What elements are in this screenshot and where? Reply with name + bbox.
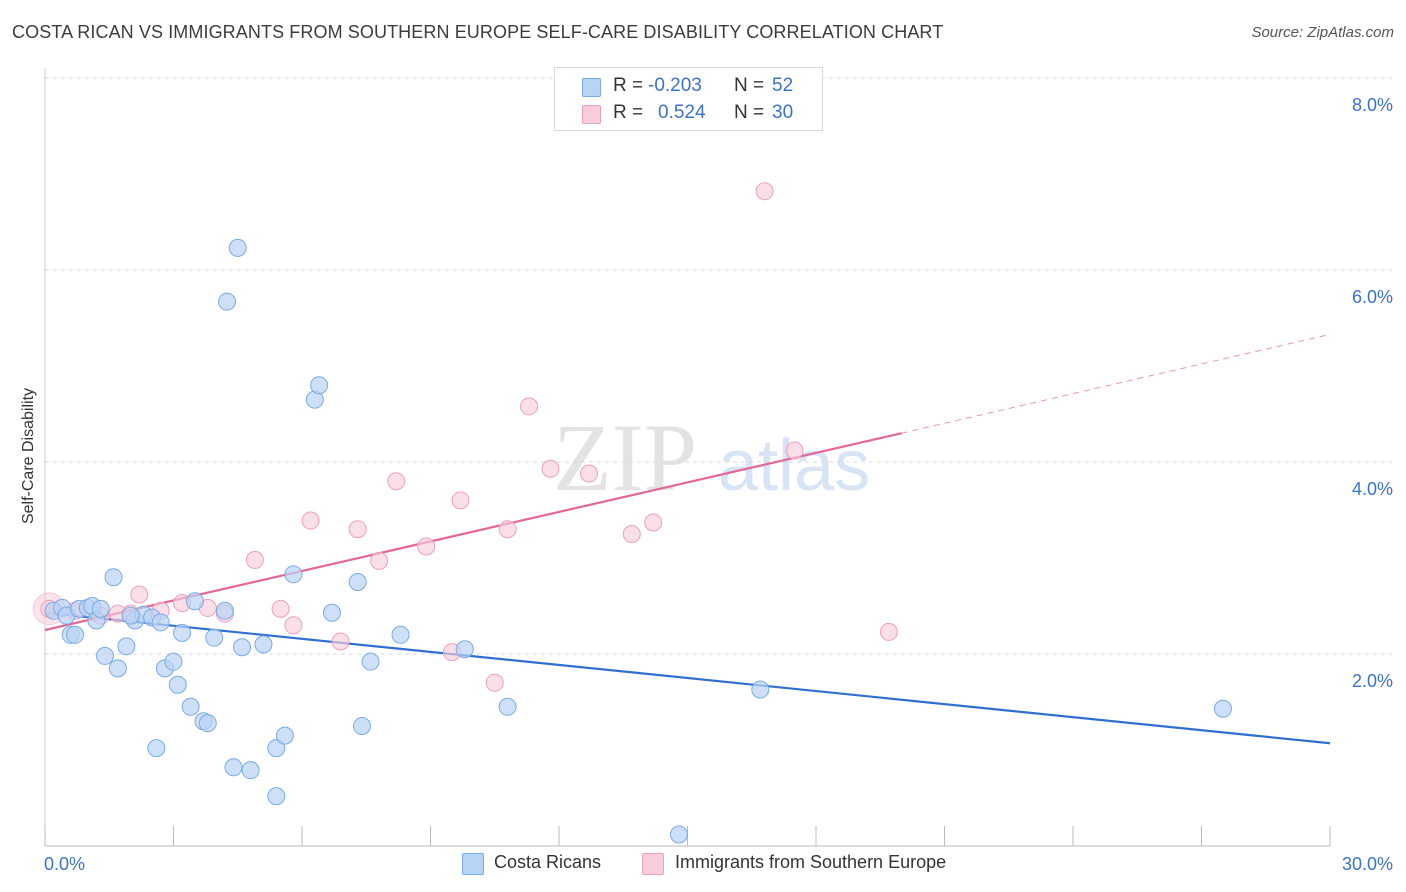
watermark-zip: ZIP <box>553 404 697 511</box>
legend-swatch-pink <box>582 105 601 124</box>
data-point-costa-ricans <box>181 697 200 716</box>
trend-line-costa-ricans <box>44 611 1331 745</box>
data-point-costa-ricans <box>95 646 114 665</box>
data-point-costa-ricans <box>275 726 294 745</box>
data-point-costa-ricans <box>218 292 237 311</box>
data-point-costa-ricans <box>151 613 170 632</box>
axes <box>44 68 1331 847</box>
data-point-costa-ricans <box>121 606 140 625</box>
x-tick-label: 0.0% <box>44 854 85 874</box>
tick-labels: 2.0% 4.0% 6.0% 8.0% 0.0% 30.0% <box>44 95 1393 874</box>
data-point-southern-europe <box>622 525 641 543</box>
watermark: ZIP atlas <box>553 404 870 511</box>
data-point-costa-ricans <box>391 625 410 644</box>
data-point-southern-europe <box>301 511 320 530</box>
data-point-southern-europe <box>417 537 436 556</box>
data-point-costa-ricans <box>228 238 247 257</box>
data-point-costa-ricans <box>361 652 380 671</box>
data-point-costa-ricans <box>284 565 303 584</box>
r-label: R = <box>613 102 644 123</box>
data-point-southern-europe <box>541 459 560 478</box>
data-point-costa-ricans <box>669 825 688 844</box>
data-point-southern-europe <box>879 622 898 641</box>
legend-label: Costa Ricans <box>494 852 602 872</box>
data-point-costa-ricans <box>91 599 110 618</box>
trend-line-dashed-extension <box>901 333 1331 434</box>
data-point-costa-ricans <box>185 592 204 611</box>
data-point-costa-ricans <box>164 652 183 671</box>
n-label: N = <box>734 75 765 96</box>
data-point-costa-ricans <box>1213 699 1232 718</box>
grid-lines <box>45 77 1392 655</box>
y-tick-label: 4.0% <box>1352 479 1393 499</box>
data-point-costa-ricans <box>322 603 341 622</box>
data-point-southern-europe <box>284 616 303 635</box>
data-point-costa-ricans <box>241 761 260 780</box>
y-tick-label: 6.0% <box>1352 287 1393 307</box>
data-point-costa-ricans <box>147 739 166 758</box>
data-point-southern-europe <box>331 632 350 651</box>
data-point-southern-europe <box>348 520 367 539</box>
data-point-southern-europe <box>387 472 406 491</box>
data-point-costa-ricans <box>198 714 217 733</box>
data-point-southern-europe <box>785 441 804 460</box>
y-tick-label: 2.0% <box>1352 671 1393 691</box>
data-point-southern-europe <box>520 397 539 416</box>
data-point-southern-europe <box>451 491 470 510</box>
data-point-costa-ricans <box>267 739 286 758</box>
data-point-costa-ricans <box>267 787 286 806</box>
data-point-costa-ricans <box>205 628 224 647</box>
data-point-southern-europe <box>644 513 663 532</box>
n-value: 52 <box>772 75 794 96</box>
trend-lines <box>44 333 1331 745</box>
data-point-southern-europe <box>130 585 149 604</box>
data-point-costa-ricans <box>173 623 192 642</box>
data-point-costa-ricans <box>168 675 187 694</box>
data-point-costa-ricans <box>310 376 329 395</box>
data-points <box>32 182 1232 844</box>
data-point-southern-europe <box>498 520 517 539</box>
data-point-southern-europe <box>245 550 264 569</box>
data-point-costa-ricans <box>65 625 84 644</box>
r-label: R = <box>613 75 644 96</box>
chart-title: COSTA RICAN VS IMMIGRANTS FROM SOUTHERN … <box>12 22 944 42</box>
data-point-southern-europe <box>755 182 774 201</box>
data-point-southern-europe <box>370 551 389 570</box>
data-point-costa-ricans <box>254 635 273 654</box>
legend-label: Immigrants from Southern Europe <box>675 852 947 872</box>
correlation-legend: R = -0.203 N = 52 R = 0.524 N = 30 <box>554 67 823 131</box>
data-point-costa-ricans <box>233 638 252 657</box>
data-point-costa-ricans <box>455 640 474 659</box>
legend-swatch-blue <box>582 78 601 97</box>
data-point-costa-ricans <box>117 637 136 656</box>
r-value: 0.524 <box>658 102 706 123</box>
data-point-southern-europe <box>271 599 290 618</box>
data-point-southern-europe <box>579 464 598 483</box>
n-label: N = <box>734 102 765 123</box>
r-value: -0.203 <box>648 75 702 96</box>
data-point-costa-ricans <box>215 601 234 620</box>
watermark-atlas: atlas <box>718 426 870 506</box>
n-value: 30 <box>772 102 794 123</box>
legend-swatch-blue <box>462 853 484 875</box>
data-point-costa-ricans <box>104 568 123 587</box>
x-tick-label: 30.0% <box>1342 854 1393 874</box>
data-point-costa-ricans <box>224 758 243 777</box>
data-point-costa-ricans <box>108 659 127 678</box>
legend-swatch-pink <box>642 853 664 875</box>
data-point-southern-europe <box>485 673 504 692</box>
data-point-costa-ricans <box>352 717 371 735</box>
data-point-costa-ricans <box>751 680 770 699</box>
source-label: Source: ZipAtlas.com <box>1251 24 1394 41</box>
data-point-costa-ricans <box>498 697 517 716</box>
y-tick-label: 8.0% <box>1352 95 1393 115</box>
data-point-costa-ricans <box>348 573 367 591</box>
